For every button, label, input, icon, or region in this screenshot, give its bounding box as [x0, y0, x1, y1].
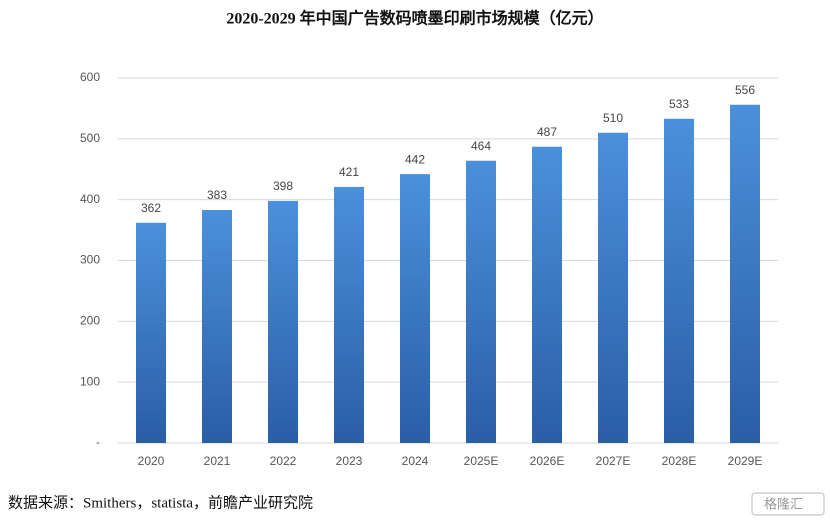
y-tick-label: 100 [80, 374, 100, 388]
bar [664, 118, 694, 443]
value-label: 362 [141, 201, 161, 215]
x-tick-label: 2025E [464, 454, 499, 468]
source-note: 数据来源：Smithers，statista，前瞻产业研究院 [8, 493, 313, 511]
bar [598, 132, 628, 443]
y-tick-label: 500 [80, 131, 100, 145]
y-tick-label: 600 [80, 70, 100, 84]
x-tick-label: 2029E [728, 454, 763, 468]
x-tick-label: 2028E [662, 454, 697, 468]
watermark: 格隆汇 [764, 496, 803, 511]
x-tick-label: 2024 [402, 454, 429, 468]
chart-title: 2020-2029 年中国广告数码喷墨印刷市场规模（亿元） [226, 9, 603, 28]
value-label: 421 [339, 165, 359, 179]
value-label: 487 [537, 125, 557, 139]
bar [730, 104, 760, 444]
value-label: 442 [405, 152, 425, 166]
bar [202, 210, 232, 443]
bar [400, 174, 430, 443]
value-label: 464 [471, 139, 491, 153]
bar [532, 146, 562, 443]
y-tick-label: 400 [80, 192, 100, 206]
x-tick-label: 2021 [204, 454, 231, 468]
value-label: 556 [735, 83, 755, 97]
x-tick-label: 2020 [138, 454, 165, 468]
bar [466, 160, 496, 443]
bar [268, 200, 298, 443]
y-tick-label: 300 [80, 253, 100, 267]
y-tick-label: - [96, 435, 100, 449]
x-tick-label: 2026E [530, 454, 565, 468]
bar [334, 186, 364, 443]
value-label: 398 [273, 179, 293, 193]
bar [136, 222, 166, 443]
value-label: 533 [669, 97, 689, 111]
watermark-box [751, 492, 825, 516]
x-tick-label: 2027E [596, 454, 631, 468]
x-tick-label: 2023 [336, 454, 363, 468]
x-tick-label: 2022 [270, 454, 297, 468]
value-label: 383 [207, 188, 227, 202]
value-label: 510 [603, 111, 623, 125]
y-tick-label: 200 [80, 314, 100, 328]
